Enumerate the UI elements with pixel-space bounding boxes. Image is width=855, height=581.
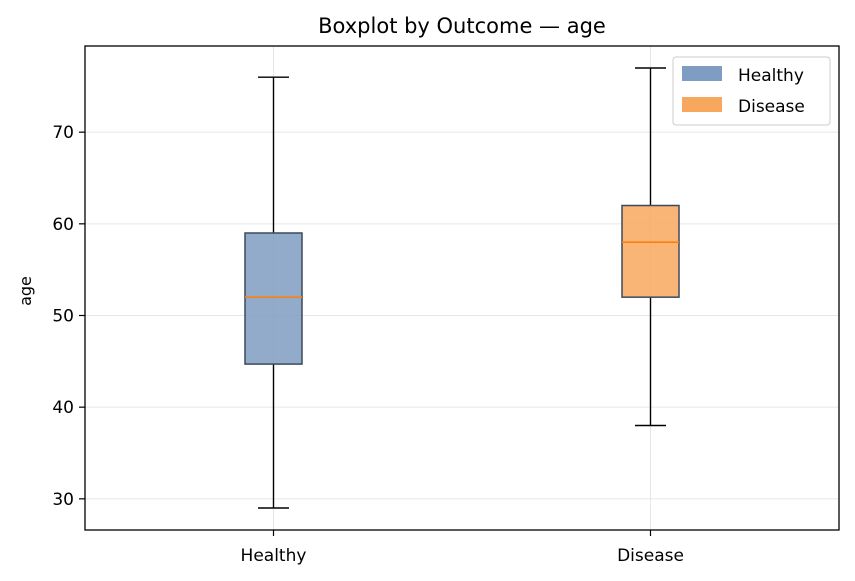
y-tick-label: 30 <box>52 490 74 510</box>
y-tick-label: 40 <box>52 398 74 418</box>
legend-label: Disease <box>738 97 805 117</box>
legend-label: Healthy <box>738 66 804 86</box>
x-tick-label: Disease <box>617 546 684 566</box>
y-tick-label: 50 <box>52 307 74 327</box>
legend-swatch <box>682 66 722 81</box>
y-axis-label: age <box>16 276 35 306</box>
y-tick-label: 70 <box>52 123 74 143</box>
x-axis: Healthy Disease <box>241 530 684 566</box>
legend-swatch <box>682 97 722 112</box>
box-group <box>621 67 680 427</box>
plot-area <box>244 67 680 509</box>
y-tick-label: 60 <box>52 215 74 235</box>
box <box>621 204 680 298</box>
plot-frame <box>84 45 840 531</box>
x-tick-label: Healthy <box>241 546 307 566</box>
y-axis: 30 40 50 60 70 <box>52 123 85 510</box>
legend[interactable]: Healthy Disease <box>672 56 831 126</box>
box-group <box>244 76 303 509</box>
chart-title: Boxplot by Outcome — age <box>318 14 606 38</box>
box <box>244 232 303 365</box>
